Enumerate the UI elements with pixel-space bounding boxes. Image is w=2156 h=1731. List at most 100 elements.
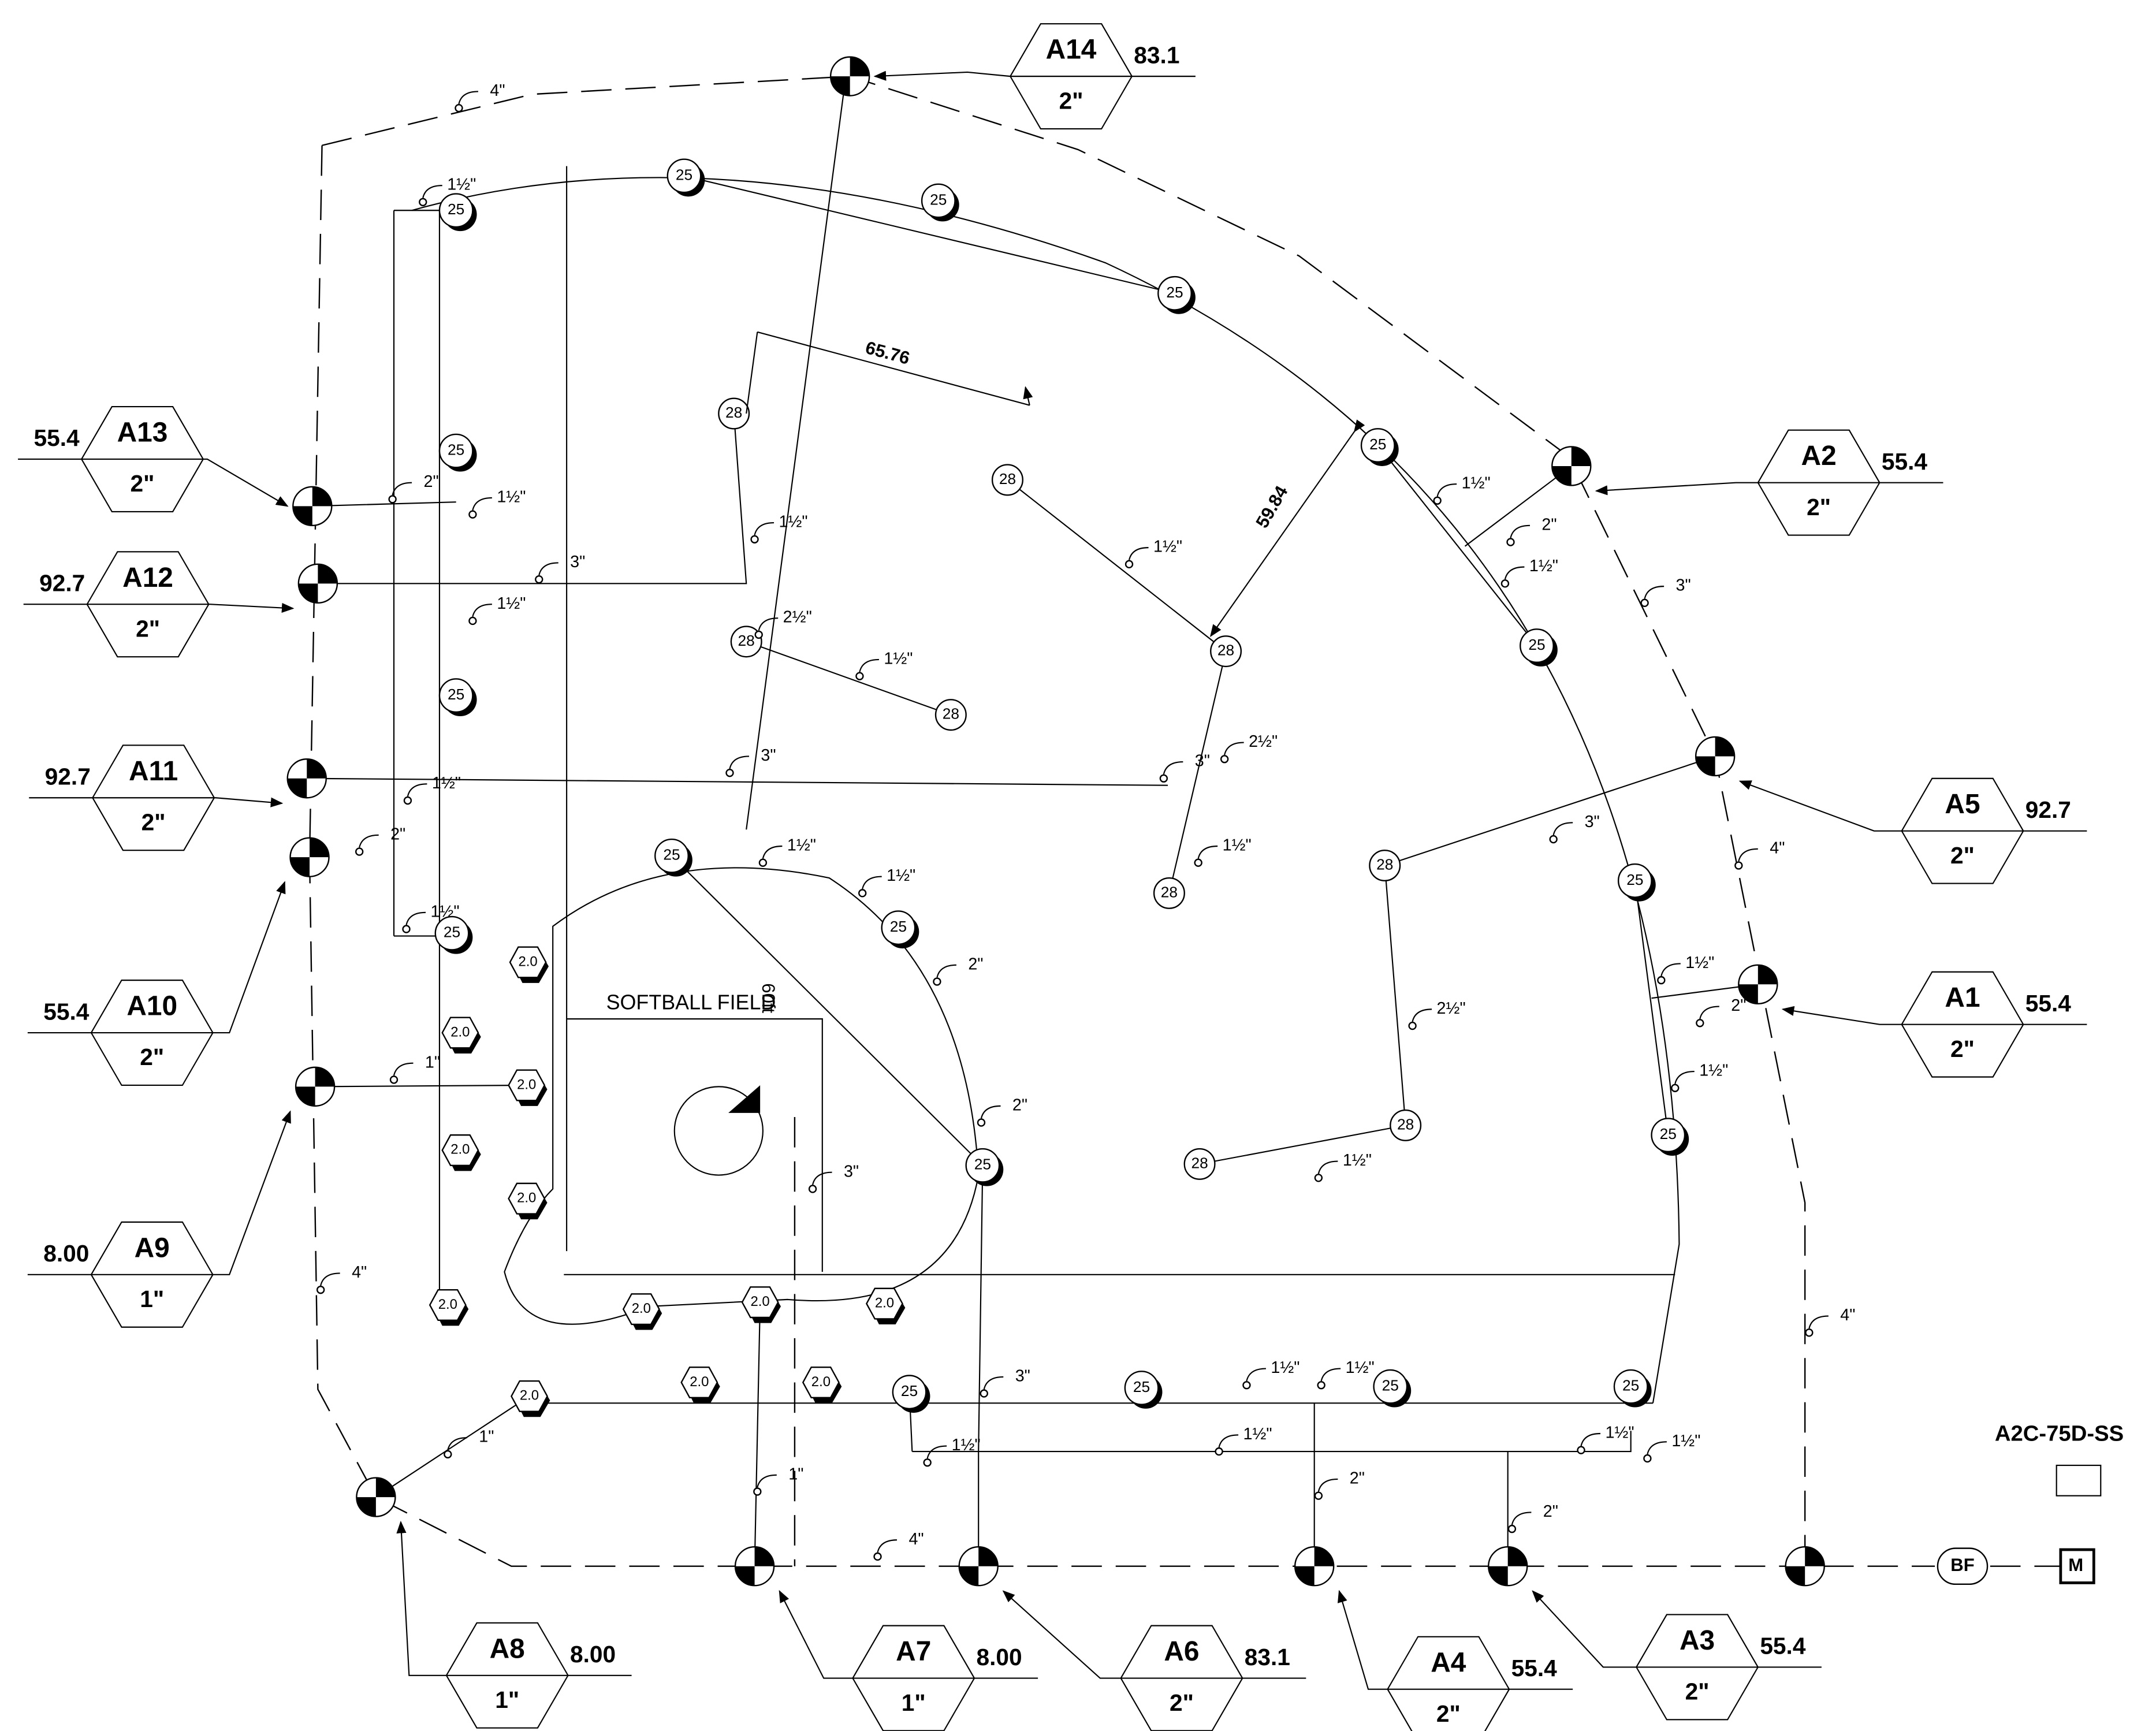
pipe-size: 1½" [952, 1436, 981, 1454]
head-label: 28 [1217, 642, 1234, 659]
pipe-tick [402, 925, 411, 933]
pipe-leader [422, 185, 442, 198]
valve-fill [1785, 1547, 1824, 1586]
head-label: 25 [448, 686, 464, 703]
pipe-leader [393, 1062, 414, 1076]
pipe-leader [1320, 1368, 1341, 1382]
head-label: 25 [1528, 636, 1545, 653]
layout [307, 75, 2102, 1567]
valve-size: 1" [140, 1286, 164, 1312]
leader [213, 1110, 291, 1275]
pipe-size: 1½" [1153, 538, 1182, 556]
valve-flow: 92.7 [2025, 796, 2071, 823]
pipe-size: 3" [1195, 752, 1210, 770]
head-label: 2.0 [517, 1077, 536, 1092]
pipe-leader [1808, 1315, 1829, 1329]
pipe-leader [1699, 1006, 1719, 1019]
head-20 [441, 1017, 479, 1049]
valve-fill [298, 564, 337, 603]
pipe-tick [1314, 1491, 1323, 1500]
pipe-tick [444, 1450, 452, 1459]
head-label: 2.0 [632, 1301, 651, 1316]
valve-fill [290, 837, 329, 877]
valve-size: 2" [140, 1044, 164, 1070]
pipe-size: 1½" [497, 594, 526, 613]
head-label: 2.0 [751, 1294, 770, 1309]
head-label: 28 [943, 705, 959, 723]
valve-fill [287, 759, 326, 798]
pipe-leader [1552, 822, 1573, 836]
pipe-size: 1" [479, 1428, 494, 1446]
pipe-leader [983, 1376, 1004, 1390]
head-label: 25 [1626, 871, 1643, 888]
pipe-size: 1½" [1346, 1358, 1375, 1377]
dimension: 65.76 [863, 337, 912, 368]
head-28 [934, 699, 967, 731]
head-25 [666, 158, 702, 193]
dimension-line [746, 331, 1030, 414]
pipe-tick [389, 1075, 399, 1084]
head-20 [741, 1286, 779, 1319]
pipe-leader [538, 562, 558, 576]
head-label: 2.0 [438, 1297, 457, 1312]
pipe-tick [1242, 1381, 1251, 1390]
valve-size: 1" [902, 1689, 926, 1716]
field-label: SOFTBALL FIELD [606, 991, 776, 1014]
valve-fill [831, 57, 870, 96]
valve-size: 2" [131, 470, 155, 497]
pipe-size: 1½" [1685, 954, 1714, 972]
pipe-tick [750, 535, 759, 544]
pipe-size: 4" [490, 81, 505, 100]
head-20 [680, 1366, 718, 1398]
pipe-tick [980, 1389, 988, 1398]
pipe-leader [729, 755, 749, 769]
pipe-size: 1½" [1671, 1432, 1700, 1450]
pipe-tick [977, 1118, 986, 1127]
pipe-leader [1218, 1434, 1239, 1448]
head-label: 2.0 [450, 1142, 470, 1157]
pipe-leader [936, 964, 956, 978]
head-label: 25 [1622, 1377, 1639, 1394]
valve-id: A7 [896, 1636, 931, 1667]
pipe-tick [1671, 1084, 1680, 1092]
pipe-leader [862, 876, 882, 889]
valve-fill [1738, 965, 1778, 1004]
pipe-size: 1½" [1271, 1358, 1299, 1377]
pipe-size: 2" [968, 955, 983, 973]
meter [2059, 1548, 2095, 1584]
pipe-tick [403, 796, 412, 805]
head-label: 25 [1166, 284, 1183, 301]
valve-flow: 8.00 [570, 1641, 616, 1667]
head-label: 28 [999, 470, 1016, 487]
head-20 [441, 1134, 479, 1166]
pipe-tick [1696, 1019, 1704, 1028]
pipe-size: 1½" [1529, 557, 1558, 575]
leader [203, 458, 289, 507]
head-28 [730, 626, 762, 658]
pipe-size: 2" [1731, 996, 1746, 1015]
pipe-size: 4" [1770, 839, 1785, 857]
head-25 [1520, 628, 1554, 663]
head-label: 28 [1397, 1115, 1414, 1133]
pipe-tick [388, 495, 397, 504]
valve-id: A6 [1164, 1636, 1199, 1667]
pipe-tick [1506, 538, 1515, 546]
pipe-size: 4" [1840, 1306, 1855, 1324]
valve-size: 2" [1685, 1678, 1710, 1705]
pipe-leader [1163, 761, 1183, 775]
pipe-leader [472, 497, 492, 511]
pipe-tick [1408, 1021, 1417, 1030]
pipe-tick [419, 198, 427, 207]
pipe-leader [1580, 1432, 1601, 1446]
pipe-tick [355, 847, 364, 856]
valve-flow: 8.00 [977, 1644, 1022, 1670]
pipe-size: 2" [390, 825, 405, 843]
pipe-leader [1510, 524, 1530, 538]
pipe-leader [392, 482, 412, 496]
valve-fill [296, 1067, 335, 1106]
pipe-size: 2" [1012, 1096, 1027, 1114]
head-label: 2.0 [518, 954, 537, 969]
pipe-size: 4" [352, 1263, 367, 1282]
pipe-leader [359, 834, 379, 848]
pipe-size: 1½" [447, 176, 476, 194]
